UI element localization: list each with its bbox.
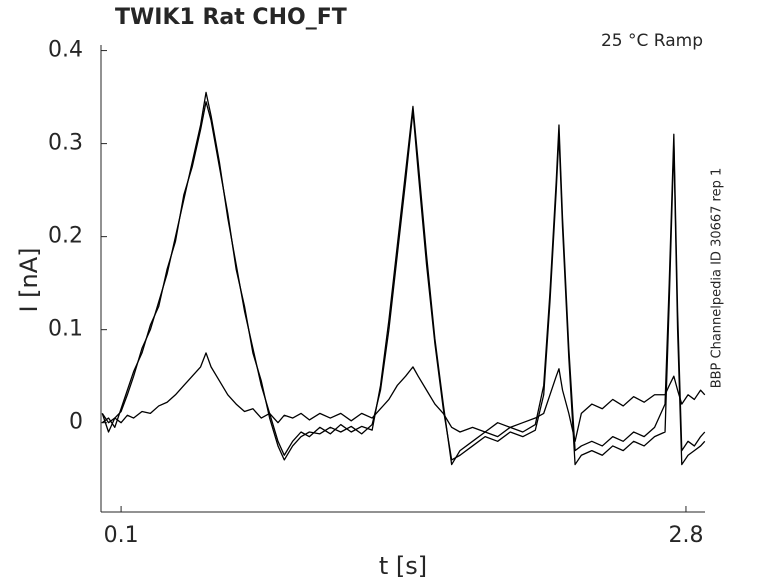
x-tick-label: 2.8 [668, 523, 703, 548]
y-tick-label: 0.2 [48, 224, 83, 249]
trace [101, 352, 706, 442]
x-axis-label: t [s] [379, 552, 427, 580]
annotation: 25 °C Ramp [601, 31, 703, 51]
y-axis-label: I [nA] [15, 247, 43, 312]
y-tick-label: 0.1 [48, 317, 83, 342]
chart-title: TWIK1 Rat CHO_FT [115, 5, 347, 30]
trace [101, 101, 706, 466]
y-tick-label: 0.3 [48, 131, 83, 156]
trace [101, 91, 706, 466]
x-tick-label: 0.1 [104, 523, 139, 548]
y-tick-label: 0.4 [48, 38, 83, 63]
y-tick-label: 0 [69, 410, 83, 435]
side-note: BBP Channelpedia ID 30667 rep 1 [710, 168, 725, 389]
